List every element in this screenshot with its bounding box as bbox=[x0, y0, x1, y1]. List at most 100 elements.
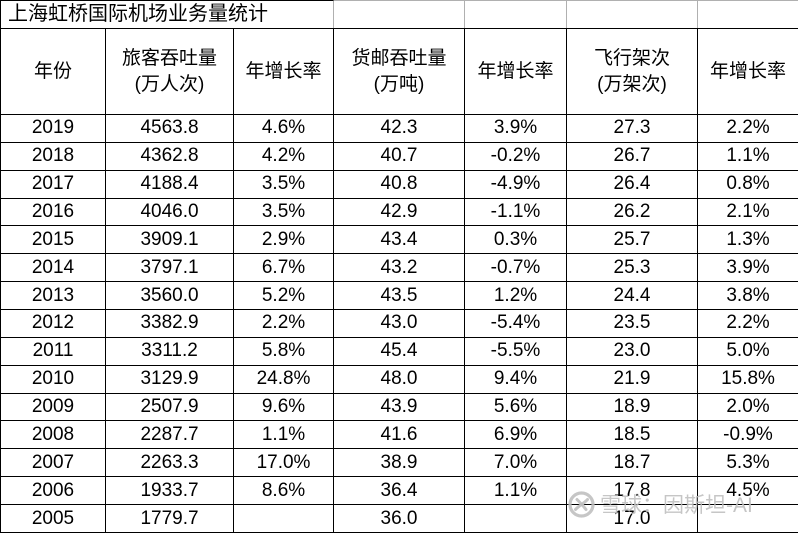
column-header-flight-growth: 年增长率 bbox=[697, 28, 798, 115]
year-cell: 2010 bbox=[0, 364, 106, 394]
value-cell: 48.0 bbox=[333, 364, 465, 394]
table-row: 2018 4362.8 4.2% 40.7 -0.2% 26.7 1.1% bbox=[0, 141, 798, 171]
value-cell: 2.2% bbox=[697, 114, 798, 143]
year-cell: 2006 bbox=[0, 476, 106, 506]
table-header: 年份 旅客吞吐量 (万人次) 年增长率 货邮吞吐量 (万吨) 年增长率 bbox=[0, 28, 798, 115]
value-cell: 3.8% bbox=[697, 281, 798, 311]
value-cell: 3797.1 bbox=[105, 253, 234, 283]
table-row: 2010 3129.9 24.8% 48.0 9.4% 21.9 15.8% bbox=[0, 364, 798, 394]
table-row: 2019 4563.8 4.6% 42.3 3.9% 27.3 2.2% bbox=[0, 114, 798, 143]
year-cell: 2008 bbox=[0, 420, 106, 450]
value-cell: 1.2% bbox=[464, 281, 567, 311]
value-cell bbox=[697, 504, 798, 533]
title-row: 上海虹桥国际机场业务量统计 bbox=[0, 0, 798, 28]
value-cell: 0.8% bbox=[697, 169, 798, 199]
table-row: 2006 1933.7 8.6% 36.4 1.1% 17.8 4.5% bbox=[0, 476, 798, 506]
value-cell: 26.7 bbox=[566, 141, 698, 171]
value-cell: 26.4 bbox=[566, 169, 698, 199]
value-cell: 2.1% bbox=[697, 197, 798, 227]
year-cell: 2015 bbox=[0, 225, 106, 255]
value-cell: 40.7 bbox=[333, 141, 465, 171]
value-cell: 17.0 bbox=[566, 504, 698, 533]
value-cell: 5.3% bbox=[697, 448, 798, 478]
header-sublabel: (万架次) bbox=[597, 73, 667, 95]
value-cell: 5.6% bbox=[464, 392, 567, 422]
value-cell: 43.0 bbox=[333, 309, 465, 338]
value-cell: 4563.8 bbox=[105, 114, 234, 143]
column-header-passenger-growth: 年增长率 bbox=[233, 28, 334, 115]
value-cell: -4.9% bbox=[464, 169, 567, 199]
column-header-flight-movements: 飞行架次 (万架次) bbox=[566, 28, 698, 115]
column-header-cargo-throughput: 货邮吞吐量 (万吨) bbox=[333, 28, 465, 115]
value-cell: 4.6% bbox=[233, 114, 334, 143]
header-label: 年份 bbox=[33, 60, 72, 82]
table-row: 2014 3797.1 6.7% 43.2 -0.7% 25.3 3.9% bbox=[0, 253, 798, 283]
value-cell: 27.3 bbox=[566, 114, 698, 143]
value-cell: 24.4 bbox=[566, 281, 698, 311]
header-label: 年增长率 bbox=[477, 60, 554, 82]
value-cell: 43.4 bbox=[333, 225, 465, 255]
value-cell: 42.9 bbox=[333, 197, 465, 227]
value-cell: 4046.0 bbox=[105, 197, 234, 227]
value-cell: 36.0 bbox=[333, 504, 465, 533]
value-cell: -1.1% bbox=[464, 197, 567, 227]
column-header-passenger-throughput: 旅客吞吐量 (万人次) bbox=[105, 28, 234, 115]
value-cell: 25.3 bbox=[566, 253, 698, 283]
value-cell: 2507.9 bbox=[105, 392, 234, 422]
value-cell: 2263.3 bbox=[105, 448, 234, 478]
value-cell: 9.6% bbox=[233, 392, 334, 422]
value-cell: 3.5% bbox=[233, 197, 334, 227]
value-cell: 41.6 bbox=[333, 420, 465, 450]
value-cell: 23.5 bbox=[566, 309, 698, 338]
value-cell: 26.2 bbox=[566, 197, 698, 227]
year-cell: 2005 bbox=[0, 504, 106, 533]
value-cell: 1.1% bbox=[233, 420, 334, 450]
business-volume-table: 年份 旅客吞吐量 (万人次) 年增长率 货邮吞吐量 (万吨) 年增长率 bbox=[0, 28, 798, 533]
value-cell: 38.9 bbox=[333, 448, 465, 478]
value-cell: 3129.9 bbox=[105, 364, 234, 394]
value-cell: 4188.4 bbox=[105, 169, 234, 199]
year-cell: 2009 bbox=[0, 392, 106, 422]
value-cell: 43.9 bbox=[333, 392, 465, 422]
value-cell: 43.2 bbox=[333, 253, 465, 283]
header-label: 旅客吞吐量 bbox=[121, 47, 217, 69]
empty-title-cell bbox=[698, 0, 798, 28]
value-cell bbox=[233, 504, 334, 533]
value-cell: 15.8% bbox=[697, 364, 798, 394]
value-cell: 24.8% bbox=[233, 364, 334, 394]
value-cell: 3311.2 bbox=[105, 336, 234, 366]
value-cell: 36.4 bbox=[333, 476, 465, 506]
value-cell: 18.5 bbox=[566, 420, 698, 450]
page-title: 上海虹桥国际机场业务量统计 bbox=[1, 0, 334, 28]
year-cell: 2007 bbox=[0, 448, 106, 478]
year-cell: 2012 bbox=[0, 309, 106, 338]
value-cell: 1779.7 bbox=[105, 504, 234, 533]
value-cell: -0.2% bbox=[464, 141, 567, 171]
value-cell: 2.2% bbox=[233, 309, 334, 338]
value-cell: 6.7% bbox=[233, 253, 334, 283]
column-header-year: 年份 bbox=[0, 28, 106, 115]
value-cell: 2287.7 bbox=[105, 420, 234, 450]
value-cell: -5.5% bbox=[464, 336, 567, 366]
value-cell: 5.0% bbox=[697, 336, 798, 366]
header-label: 货邮吞吐量 bbox=[351, 47, 447, 69]
value-cell: 43.5 bbox=[333, 281, 465, 311]
year-cell: 2019 bbox=[0, 114, 106, 143]
header-row: 年份 旅客吞吐量 (万人次) 年增长率 货邮吞吐量 (万吨) 年增长率 bbox=[0, 28, 798, 115]
value-cell: 3.9% bbox=[697, 253, 798, 283]
value-cell: 3560.0 bbox=[105, 281, 234, 311]
table-row: 2017 4188.4 3.5% 40.8 -4.9% 26.4 0.8% bbox=[0, 169, 798, 199]
value-cell: -0.9% bbox=[697, 420, 798, 450]
value-cell: 18.7 bbox=[566, 448, 698, 478]
value-cell: 4.2% bbox=[233, 141, 334, 171]
value-cell: 5.2% bbox=[233, 281, 334, 311]
table-row: 2012 3382.9 2.2% 43.0 -5.4% 23.5 2.2% bbox=[0, 309, 798, 338]
empty-title-cell bbox=[465, 0, 567, 28]
value-cell: 40.8 bbox=[333, 169, 465, 199]
value-cell: 7.0% bbox=[464, 448, 567, 478]
value-cell: 25.7 bbox=[566, 225, 698, 255]
header-label: 年增长率 bbox=[245, 60, 322, 82]
value-cell: 3.5% bbox=[233, 169, 334, 199]
year-cell: 2014 bbox=[0, 253, 106, 283]
